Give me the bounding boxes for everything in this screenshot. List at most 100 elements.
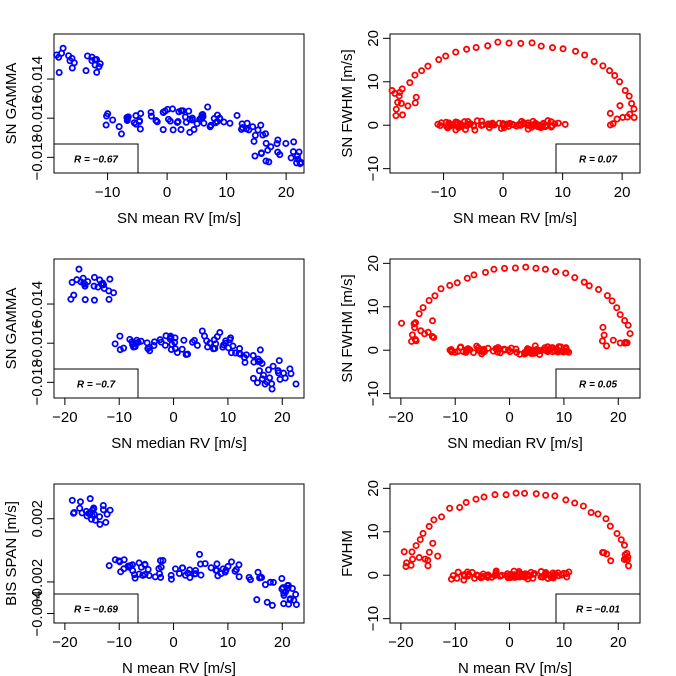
data-point	[217, 570, 225, 578]
data-point	[507, 570, 515, 578]
data-point	[623, 113, 631, 121]
data-point	[106, 275, 114, 283]
data-point	[216, 114, 224, 122]
data-point	[446, 281, 454, 289]
data-point	[560, 569, 568, 577]
data-point	[562, 496, 570, 504]
data-point	[494, 38, 502, 46]
data-point	[260, 371, 268, 379]
data-point	[132, 120, 140, 128]
data-point	[274, 148, 282, 156]
data-point	[590, 58, 598, 66]
x-tick-label: 20	[278, 184, 295, 201]
correlation-label: R = −0.67	[74, 155, 118, 166]
plot-frame	[53, 258, 305, 399]
data-point	[161, 341, 169, 349]
data-point	[599, 62, 607, 70]
plot-frame	[53, 33, 305, 174]
data-point	[111, 340, 119, 348]
data-point	[182, 351, 190, 359]
data-point	[460, 571, 468, 579]
plot-frame	[389, 33, 641, 174]
data-point	[55, 68, 63, 76]
data-point	[481, 268, 489, 276]
data-point	[408, 331, 416, 339]
data-point	[553, 345, 561, 353]
data-point	[606, 109, 614, 117]
y-axis-label: SN FWHM [m/s]	[339, 274, 356, 382]
data-point	[250, 137, 258, 145]
data-point	[292, 601, 300, 609]
data-point	[496, 349, 504, 357]
plot-frame	[389, 258, 641, 399]
data-point	[274, 369, 282, 377]
points	[400, 489, 633, 584]
data-point	[90, 505, 98, 513]
data-point	[625, 92, 633, 100]
x-tick-label: 20	[274, 409, 291, 426]
data-point	[415, 310, 423, 318]
data-point	[159, 126, 167, 134]
data-point	[265, 366, 273, 374]
data-point	[155, 565, 163, 573]
data-point	[65, 52, 73, 60]
data-point	[501, 264, 509, 272]
x-tick-label: 0	[169, 409, 177, 426]
data-point	[103, 112, 111, 120]
data-point	[206, 339, 214, 347]
data-point	[434, 552, 442, 560]
data-point	[507, 344, 515, 352]
data-point	[116, 332, 124, 340]
data-point	[151, 573, 159, 581]
data-point	[210, 336, 218, 344]
data-point	[96, 513, 104, 521]
data-point	[249, 352, 257, 360]
data-point	[581, 51, 589, 59]
data-point	[141, 560, 149, 568]
x-tick-label: −20	[52, 409, 77, 426]
data-point	[600, 331, 608, 339]
data-point	[171, 345, 179, 353]
data-point	[521, 489, 529, 497]
legend-box	[53, 368, 139, 399]
data-point	[191, 570, 199, 578]
data-point	[167, 575, 175, 583]
data-point	[263, 378, 271, 386]
data-point	[193, 120, 201, 128]
data-point	[77, 278, 85, 286]
data-point	[537, 42, 545, 50]
data-point	[255, 367, 263, 375]
data-point	[416, 536, 424, 544]
data-point	[598, 337, 606, 345]
data-point	[552, 268, 560, 276]
data-point	[544, 571, 552, 579]
data-point	[625, 562, 633, 570]
data-point	[186, 128, 194, 136]
x-axis-label: N mean RV [m/s]	[458, 660, 572, 676]
y-tick-label: 10	[365, 73, 382, 90]
data-point	[106, 506, 114, 514]
x-axis-label: SN median RV [m/s]	[111, 435, 247, 452]
panel-2: −10 0 10 20 −10 0 10 20 SN mean RV [m/s] SN FWHM …	[339, 30, 641, 227]
data-point	[131, 571, 139, 579]
data-point	[213, 560, 221, 568]
y-axis-label: SN GAMMA	[3, 63, 20, 145]
data-point	[608, 297, 616, 305]
points	[67, 265, 300, 393]
y-tick-label: 0.002	[29, 500, 46, 538]
data-point	[102, 518, 110, 526]
data-point	[253, 379, 261, 387]
data-point	[470, 121, 478, 129]
data-point	[258, 375, 266, 383]
data-point	[146, 347, 154, 355]
data-point	[280, 589, 288, 597]
data-point	[484, 344, 492, 352]
data-point	[425, 548, 433, 556]
data-point	[406, 79, 414, 87]
x-tick-label: 0	[499, 184, 507, 201]
data-point	[70, 291, 78, 299]
data-point	[90, 273, 98, 281]
data-point	[505, 39, 513, 47]
y-tick-label: −0.016	[29, 320, 46, 366]
data-point	[254, 568, 262, 576]
